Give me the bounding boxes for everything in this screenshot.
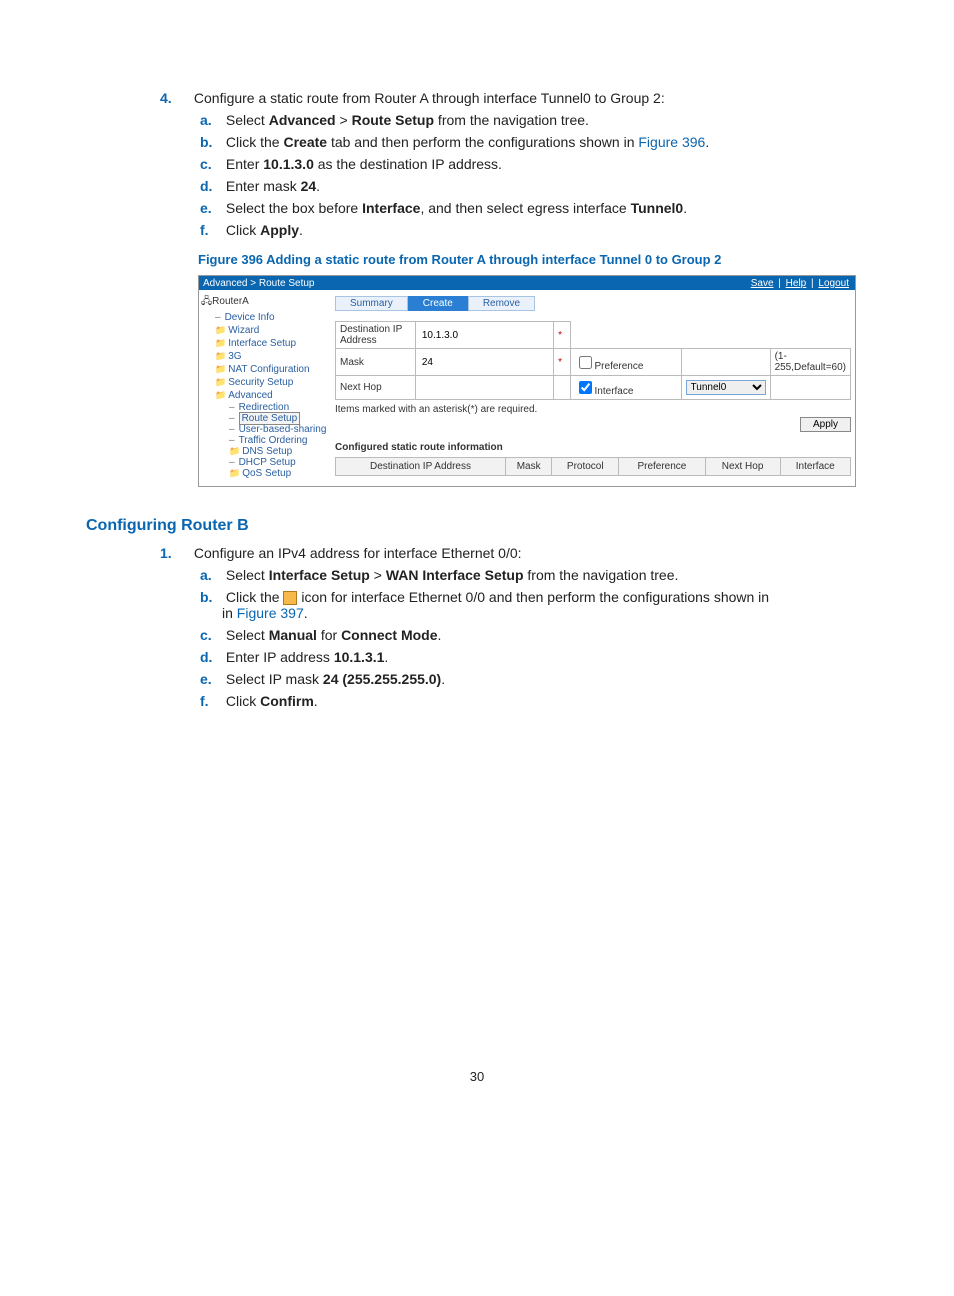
nav-3g[interactable]: 3G bbox=[201, 350, 329, 363]
nav-advanced[interactable]: Advanced bbox=[201, 389, 329, 402]
step-4: 4. Configure a static route from Router … bbox=[160, 90, 874, 238]
nav-tree: 🖧RouterA Device Info Wizard Interface Se… bbox=[199, 290, 331, 486]
step-4e: e. Select the box before Interface, and … bbox=[200, 200, 874, 216]
step-1-num: 1. bbox=[160, 545, 190, 561]
breadcrumb: Advanced > Route Setup bbox=[203, 278, 314, 289]
step-1-intro: Configure an IPv4 address for interface … bbox=[194, 545, 522, 561]
help-link[interactable]: Help bbox=[786, 278, 807, 289]
col-dest: Destination IP Address bbox=[336, 458, 506, 476]
step-4-intro: Configure a static route from Router A t… bbox=[194, 90, 665, 106]
apply-button[interactable]: Apply bbox=[800, 417, 851, 432]
mask-label: Mask bbox=[336, 349, 416, 376]
step-1c: c. Select Manual for Connect Mode. bbox=[200, 627, 874, 643]
preference-hint: (1-255,Default=60) bbox=[770, 349, 850, 376]
nav-dns[interactable]: DNS Setup bbox=[201, 446, 329, 457]
edit-icon bbox=[283, 591, 297, 605]
nav-traffic[interactable]: Traffic Ordering bbox=[201, 435, 329, 446]
route-form: Destination IP Address * Mask * Preferen… bbox=[335, 321, 851, 400]
nexthop-label: Next Hop bbox=[336, 376, 416, 400]
nav-route-setup[interactable]: Route Setup bbox=[201, 413, 329, 424]
tab-summary[interactable]: Summary bbox=[335, 296, 408, 311]
step-4f: f. Click Apply. bbox=[200, 222, 874, 238]
dest-ip-input[interactable] bbox=[420, 329, 544, 342]
nav-nat[interactable]: NAT Configuration bbox=[201, 363, 329, 376]
nav-dhcp[interactable]: DHCP Setup bbox=[201, 457, 329, 468]
col-interface: Interface bbox=[780, 458, 851, 476]
required-note: Items marked with an asterisk(*) are req… bbox=[335, 404, 851, 415]
nav-interface-setup[interactable]: Interface Setup bbox=[201, 337, 329, 350]
tab-create[interactable]: Create bbox=[408, 296, 468, 311]
figure-396-link[interactable]: Figure 396 bbox=[638, 134, 705, 150]
preference-checkbox[interactable] bbox=[579, 356, 592, 369]
step-1a: a. Select Interface Setup > WAN Interfac… bbox=[200, 567, 874, 583]
figure-396-caption: Figure 396 Adding a static route from Ro… bbox=[198, 252, 874, 267]
col-protocol: Protocol bbox=[552, 458, 619, 476]
page-number: 30 bbox=[80, 1069, 874, 1084]
step-4-num: 4. bbox=[160, 90, 190, 106]
nav-qos[interactable]: QoS Setup bbox=[201, 468, 329, 479]
nav-wizard[interactable]: Wizard bbox=[201, 324, 329, 337]
step-1e: e. Select IP mask 24 (255.255.255.0). bbox=[200, 671, 874, 687]
static-route-table: Destination IP Address Mask Protocol Pre… bbox=[335, 457, 851, 476]
save-link[interactable]: Save bbox=[751, 278, 774, 289]
static-route-table-title: Configured static route information bbox=[335, 442, 851, 453]
step-4d: d. Enter mask 24. bbox=[200, 178, 874, 194]
col-nexthop: Next Hop bbox=[705, 458, 780, 476]
step-1: 1. Configure an IPv4 address for interfa… bbox=[160, 545, 874, 709]
heading-router-b: Configuring Router B bbox=[86, 517, 874, 535]
step-4c: c. Enter 10.1.3.0 as the destination IP … bbox=[200, 156, 874, 172]
step-4a: a. Select Advanced > Route Setup from th… bbox=[200, 112, 874, 128]
nav-device-info[interactable]: Device Info bbox=[201, 311, 329, 324]
step-1f: f. Click Confirm. bbox=[200, 693, 874, 709]
interface-select[interactable]: Tunnel0 bbox=[686, 380, 766, 395]
nav-router: 🖧RouterA bbox=[201, 294, 329, 311]
logout-link[interactable]: Logout bbox=[818, 278, 849, 289]
step-4b: b. Click the Create tab and then perform… bbox=[200, 134, 874, 150]
figure-397-link[interactable]: Figure 397 bbox=[237, 605, 304, 621]
mask-input[interactable] bbox=[420, 356, 544, 369]
figure-396-screenshot: Advanced > Route Setup Save | Help | Log… bbox=[198, 275, 856, 487]
col-mask: Mask bbox=[505, 458, 551, 476]
nav-user-based[interactable]: User-based-sharing bbox=[201, 424, 329, 435]
col-preference: Preference bbox=[619, 458, 705, 476]
dest-ip-label: Destination IP Address bbox=[336, 322, 416, 349]
step-1b: b. Click the icon for interface Ethernet… bbox=[200, 589, 874, 621]
tab-remove[interactable]: Remove bbox=[468, 296, 535, 311]
nav-security[interactable]: Security Setup bbox=[201, 376, 329, 389]
interface-checkbox[interactable] bbox=[579, 381, 592, 394]
step-1d: d. Enter IP address 10.1.3.1. bbox=[200, 649, 874, 665]
